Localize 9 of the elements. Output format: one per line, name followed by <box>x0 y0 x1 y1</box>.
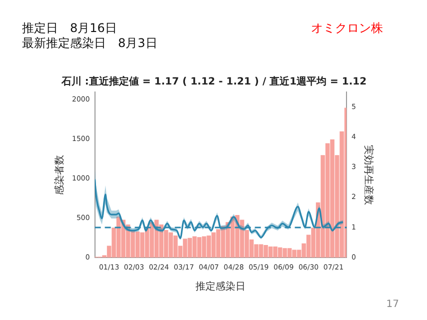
x-axis-title: 推定感染日 <box>196 280 246 293</box>
text: 推定日 8月16日 <box>22 20 117 37</box>
text: オミクロン株 <box>311 20 383 37</box>
text: 17 <box>386 299 399 310</box>
text: 最新推定感染日 8月3日 <box>22 35 158 52</box>
y2-axis-title: 実効再生産数 <box>362 144 374 205</box>
line-series <box>94 178 344 240</box>
chart-title: 石川 :直近推定値 = 1.17 ( 1.12 - 1.21 ) / 直近1週平均 = 1.12 <box>60 76 367 88</box>
y-axis-title: 感染者数 <box>54 154 66 195</box>
